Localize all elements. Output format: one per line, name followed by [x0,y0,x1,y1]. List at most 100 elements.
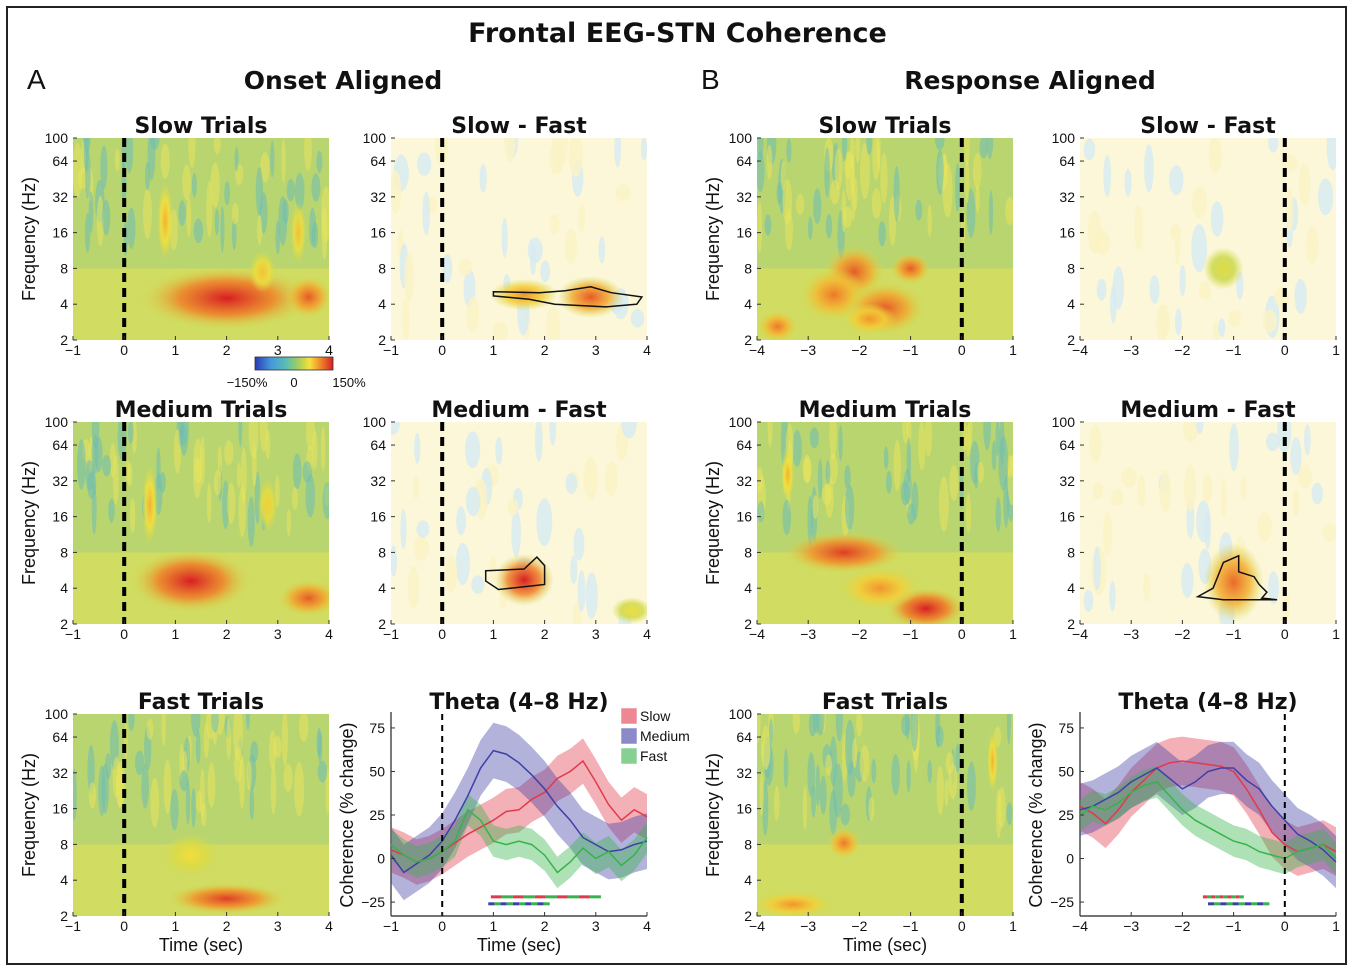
heatmap-texture [455,542,470,585]
heatmap-texture [1196,422,1204,435]
heatmap-texture [964,138,970,167]
heatmap-area [391,138,647,340]
heatmap-texture [76,439,86,490]
heatmap-texture [182,750,188,776]
heatmap-texture [1112,266,1125,310]
heatmap-texture [604,461,618,497]
heatmap-texture [391,545,397,577]
heatmap-texture [302,461,313,483]
heatmap-texture [1143,573,1151,602]
heatmap-area [1080,138,1336,340]
heatmap-texture [906,760,911,793]
heatmap-texture [577,570,586,612]
heatmap-texture [206,483,212,524]
y-tick-label: 16 [736,509,752,525]
heatmap-blob [757,310,798,340]
heatmap-texture [466,296,480,333]
y-axis-label: Frequency (Hz) [703,177,723,301]
x-tick-label: −1 [383,342,399,358]
heatmap-texture [964,158,970,204]
y-tick-label: 8 [60,544,68,560]
heatmap-texture [127,207,136,249]
heatmap-texture [322,482,329,520]
x-tick-label: −1 [1226,918,1242,934]
y-tick-label: 32 [736,189,752,205]
heatmap-blob [843,303,897,335]
heatmap-blob [490,279,558,311]
heatmap-texture [965,493,972,533]
heatmap-texture [178,200,186,226]
y-tick-label: 32 [736,473,752,489]
heatmap-texture [852,737,858,769]
y-axis-label: Frequency (Hz) [703,753,723,877]
heatmap-texture [286,509,291,537]
y-tick-label: 2 [60,908,68,924]
heatmap-blob [494,553,555,607]
section-a-letter: A [27,64,46,95]
heatmap-texture [195,730,201,765]
heatmap-texture [955,743,961,773]
heatmap-texture [94,436,103,473]
confidence-band-medium [1080,741,1336,889]
heatmap-texture [221,480,230,530]
heatmap-texture [883,446,889,470]
heatmap-texture [224,181,231,206]
x-tick-label: 2 [223,626,231,642]
x-tick-label: −4 [749,626,765,642]
x-tick-label: 4 [325,918,333,934]
heatmap-texture [1257,511,1272,542]
x-tick-label: 0 [438,342,446,358]
heatmap-texture [1170,223,1181,241]
heatmap-texture [759,771,764,817]
y-tick-label: −25 [1050,894,1074,910]
y-tick-label: 4 [378,580,386,596]
heatmap-texture [311,221,319,249]
heatmap-texture [1326,138,1336,170]
heatmap-texture [868,796,875,821]
x-tick-label: −2 [851,342,867,358]
x-tick-label: 0 [120,918,128,934]
heatmap-texture [792,714,800,734]
heatmap-texture [552,138,568,170]
x-tick-label: −3 [800,342,816,358]
heatmap-texture [1159,470,1172,512]
heatmap-area [391,422,647,624]
x-tick-label: 0 [1281,918,1289,934]
heatmap-blob [249,250,276,293]
heatmap-texture [203,723,210,759]
heatmap-texture [391,422,400,435]
heatmap-texture [986,138,994,160]
x-tick-label: 1 [1332,626,1340,642]
heatmap-texture [191,787,196,828]
heatmap-blob [827,827,861,859]
chart-panel-b-10: Fast Trials 2 4 8 16 32 64 100 −4 −3 −2 −1 0 1 Frequen… [703,690,1017,955]
y-tick-label: 2 [60,616,68,632]
heatmap-blob [285,275,329,318]
chart-title: Fast Trials [822,690,948,715]
heatmap-texture [761,725,771,771]
x-tick-label: −1 [383,626,399,642]
colorbar-max-label: 150% [332,375,366,390]
x-tick-label: 0 [120,342,128,358]
x-tick-label: −2 [851,626,867,642]
legend-label-medium: Medium [640,728,690,744]
heatmap-blob [1203,247,1244,290]
heatmap-texture [936,765,944,815]
chart-title: Slow - Fast [1140,114,1276,139]
x-tick-label: 4 [643,918,651,934]
y-tick-label: 8 [744,260,752,276]
heatmap-texture [200,802,207,827]
heatmap-texture [866,138,873,155]
heatmap-texture [1006,714,1011,745]
y-axis-label: Frequency (Hz) [19,461,39,585]
heatmap-texture [1096,278,1107,301]
y-tick-label: 64 [52,729,68,745]
y-tick-label: 32 [1059,189,1075,205]
heatmap-texture [91,483,97,535]
heatmap-texture [568,138,583,178]
heatmap-texture [1184,464,1197,512]
heatmap-texture [796,193,805,216]
heatmap-texture [757,714,761,744]
heatmap-texture [246,760,252,791]
heatmap-texture [504,138,516,162]
